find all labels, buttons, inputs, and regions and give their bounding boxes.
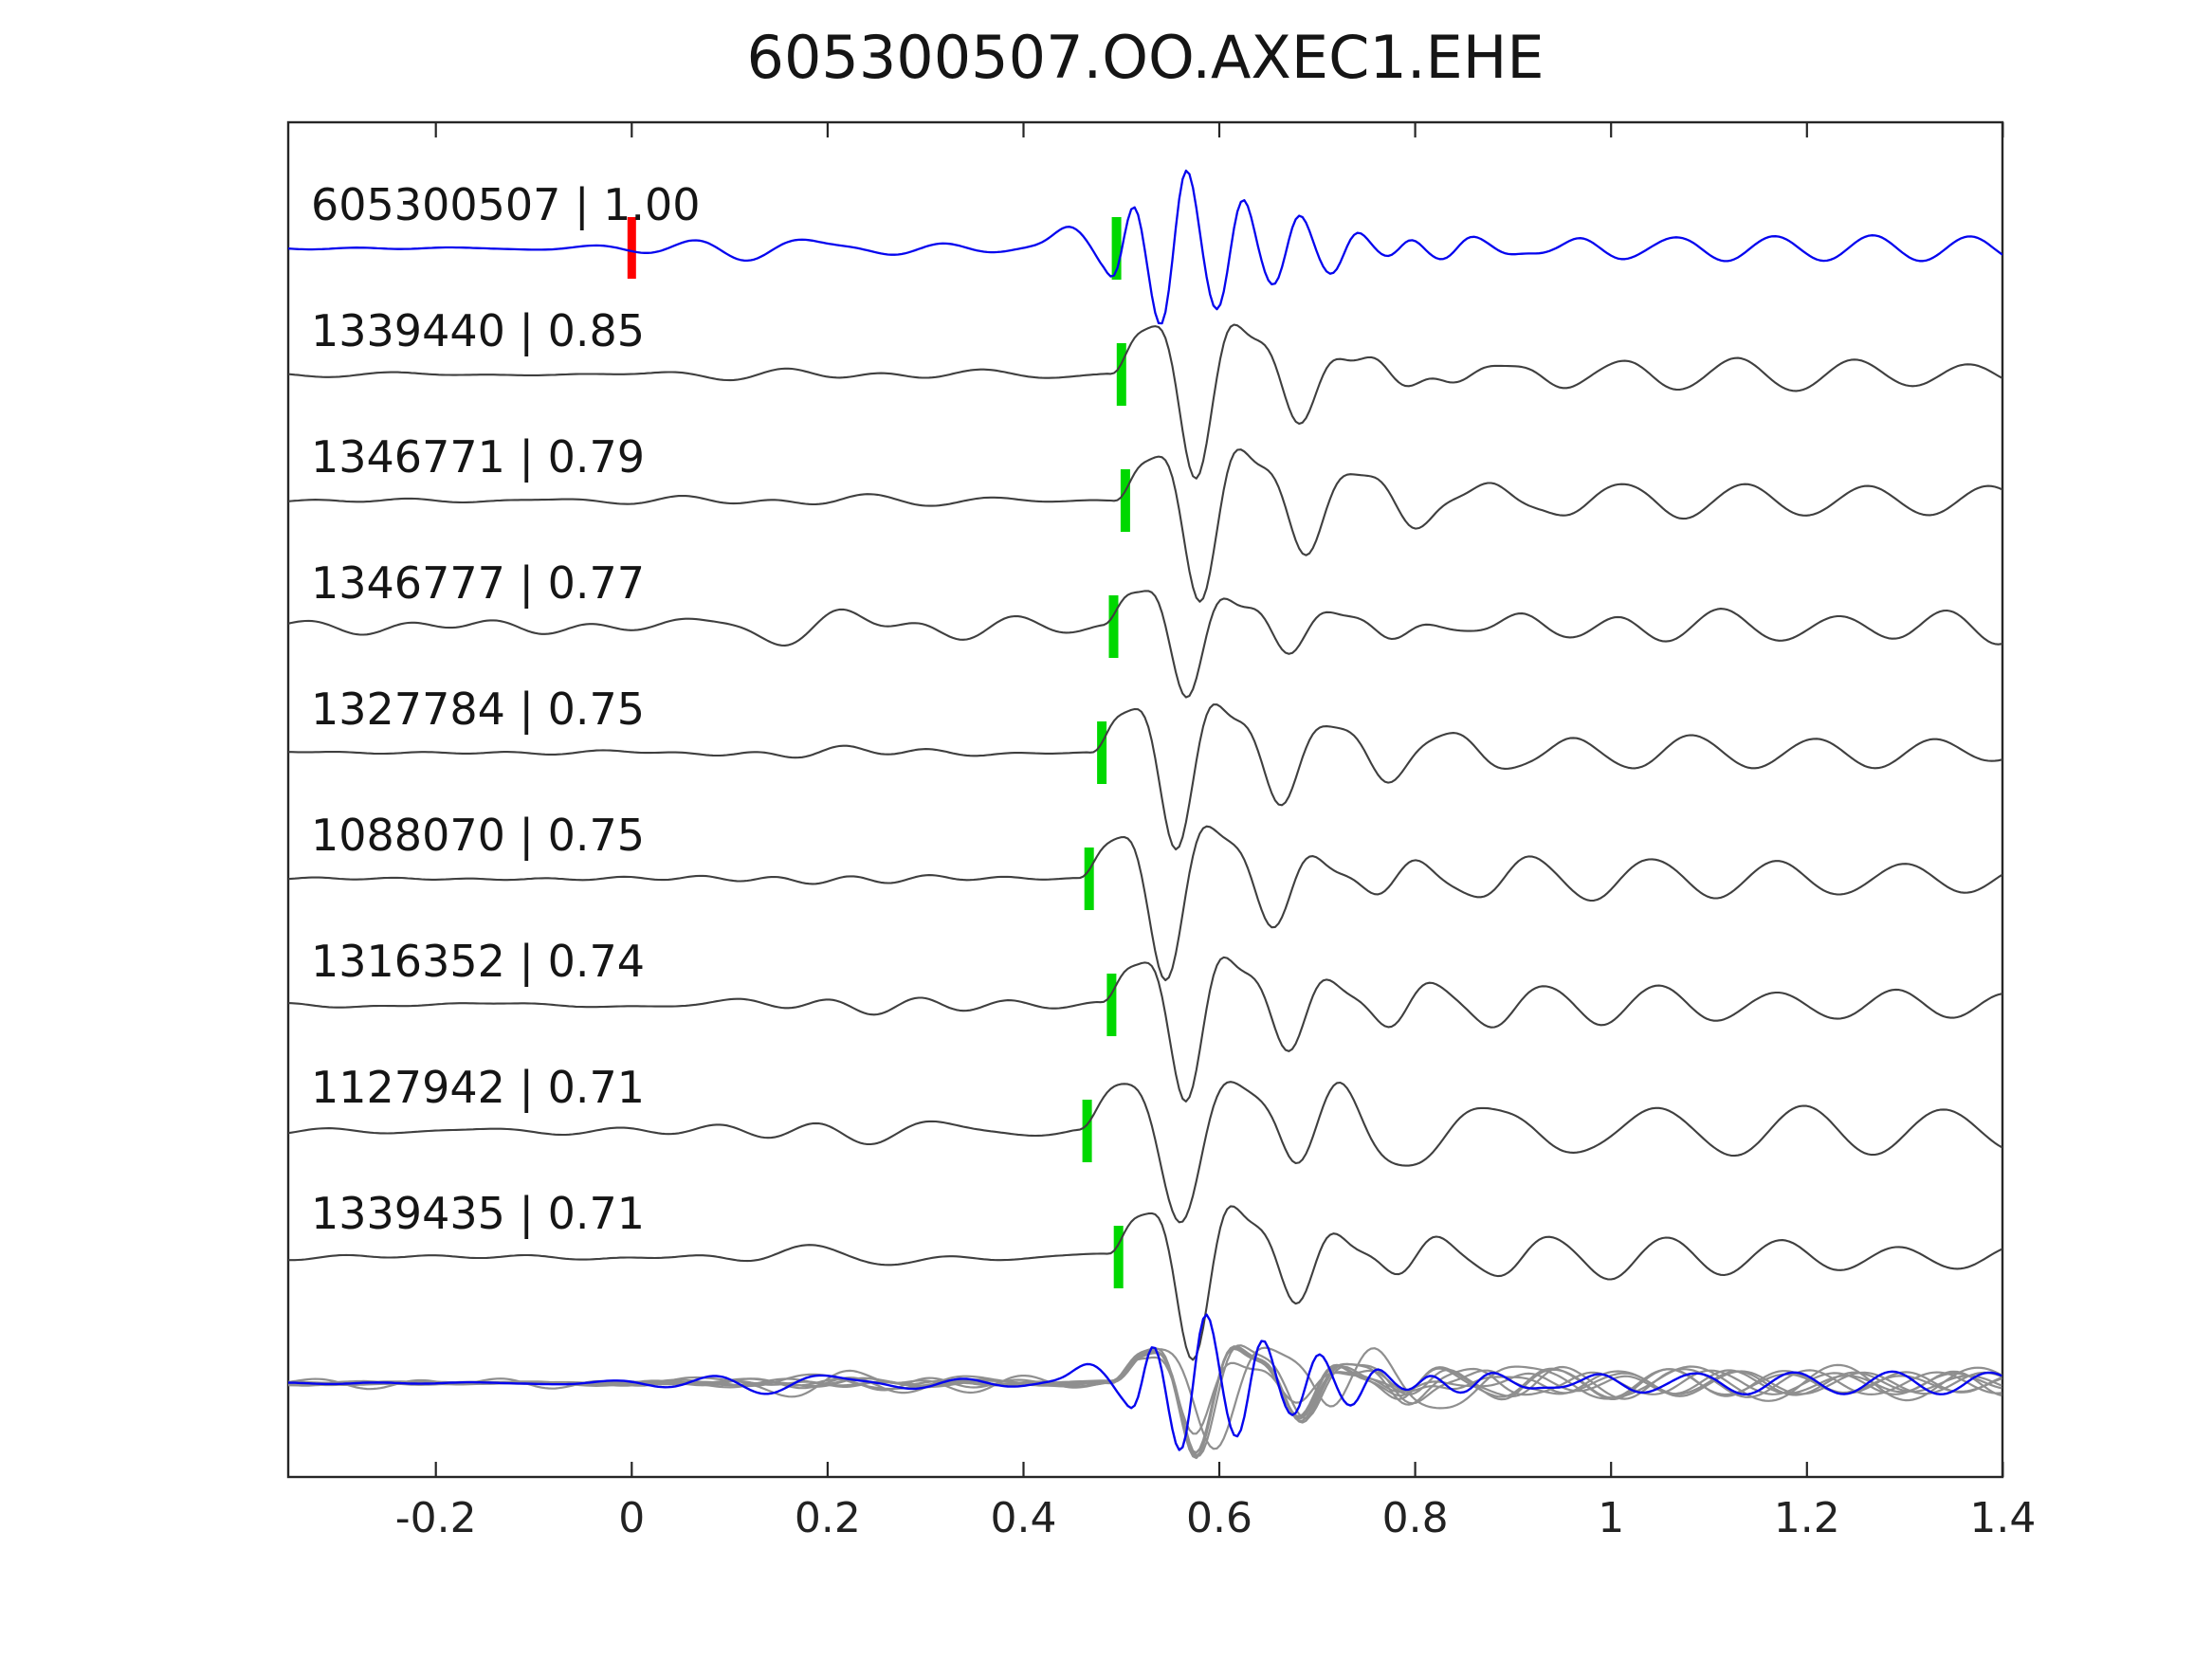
overlay-match-waveform bbox=[288, 1346, 2002, 1450]
x-tick-label: 1 bbox=[1598, 1494, 1625, 1542]
axes-box bbox=[286, 120, 2004, 1479]
trace-label-1127942: 1127942 | 0.71 bbox=[311, 1062, 646, 1113]
match-waveform bbox=[288, 825, 2002, 982]
match-waveform bbox=[288, 956, 2002, 1103]
pick-marker bbox=[1097, 721, 1107, 784]
trace-label-1088070: 1088070 | 0.75 bbox=[311, 810, 646, 861]
pick-marker bbox=[1082, 1100, 1092, 1162]
pick-marker bbox=[1113, 1226, 1124, 1288]
overlay-match-waveform bbox=[288, 1345, 2002, 1457]
x-tick-label: 0.4 bbox=[990, 1494, 1057, 1542]
x-tick-label: -0.2 bbox=[394, 1494, 477, 1542]
origin-marker bbox=[627, 217, 636, 279]
pick-marker bbox=[1106, 974, 1117, 1036]
overlay-template-waveform bbox=[288, 1313, 2002, 1451]
trace-label-1339440: 1339440 | 0.85 bbox=[311, 305, 646, 356]
match-waveform bbox=[288, 703, 2002, 851]
trace-label-605300507: 605300507 | 1.00 bbox=[311, 179, 701, 230]
pick-marker bbox=[1116, 343, 1126, 406]
match-waveform bbox=[288, 1081, 2002, 1224]
match-waveform bbox=[288, 590, 2002, 699]
match-waveform bbox=[288, 448, 2002, 603]
x-tick-label: 0 bbox=[618, 1494, 646, 1542]
match-waveform bbox=[288, 323, 2002, 480]
overlay-match-waveform bbox=[288, 1344, 2002, 1457]
x-tick-label: 1.4 bbox=[1969, 1494, 2037, 1542]
overlay-match-waveform bbox=[288, 1345, 2002, 1458]
template-waveform bbox=[288, 169, 2002, 325]
pick-marker bbox=[1111, 217, 1122, 280]
trace-label-1327784: 1327784 | 0.75 bbox=[311, 684, 646, 735]
pick-marker bbox=[1084, 848, 1094, 910]
x-tick-label: 1.2 bbox=[1773, 1494, 1840, 1542]
pick-marker bbox=[1120, 469, 1130, 532]
trace-label-1346771: 1346771 | 0.79 bbox=[311, 431, 646, 483]
x-tick-label: 0.2 bbox=[794, 1494, 861, 1542]
pick-marker bbox=[1108, 595, 1119, 658]
trace-label-1339435: 1339435 | 0.71 bbox=[311, 1188, 646, 1239]
x-tick-label: 0.8 bbox=[1381, 1494, 1449, 1542]
plot-title: 605300507.OO.AXEC1.EHE bbox=[746, 23, 1545, 92]
trace-label-1346777: 1346777 | 0.77 bbox=[311, 557, 646, 609]
x-tick-label: 0.6 bbox=[1186, 1494, 1253, 1542]
match-waveform bbox=[288, 1205, 2002, 1361]
trace-label-1316352: 1316352 | 0.74 bbox=[311, 936, 646, 987]
